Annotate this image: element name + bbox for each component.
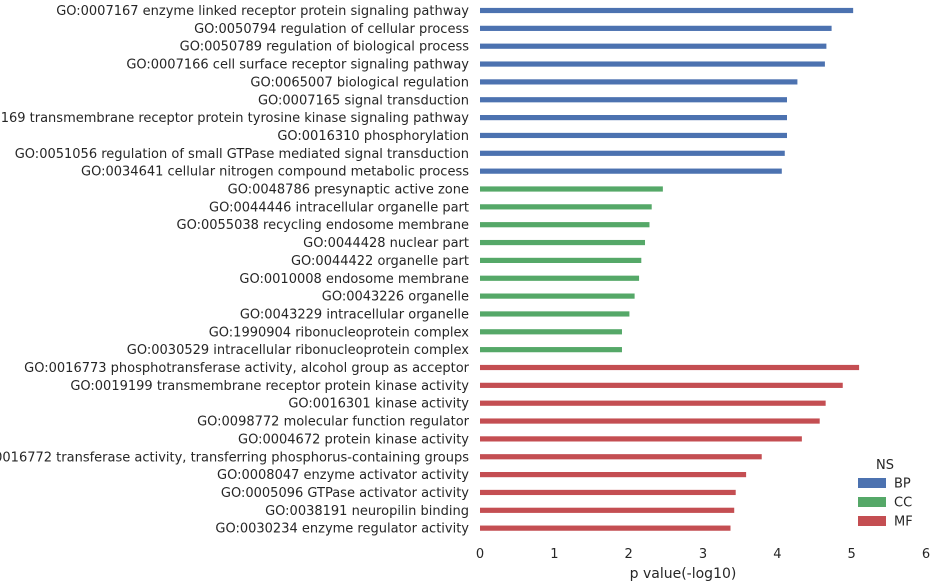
bar-mf [480, 400, 826, 406]
legend-swatch-mf [858, 516, 886, 526]
x-tick-label: 3 [699, 547, 707, 562]
bar-bp [480, 97, 787, 103]
bar-bp [480, 168, 782, 174]
legend-title: NS [876, 458, 894, 473]
category-label: GO:0038191 neuropilin binding [265, 504, 469, 519]
category-label: GO:0004672 protein kinase activity [238, 432, 469, 447]
x-axis: 0 1 2 3 4 5 6 [476, 547, 930, 562]
bar-bp [480, 7, 854, 14]
bars-layer [480, 7, 860, 531]
category-label: GO:0050789 regulation of biological proc… [180, 40, 470, 55]
category-label: GO:0051056 regulation of small GTPase me… [15, 147, 469, 162]
x-tick-label: 1 [550, 547, 558, 562]
category-labels-layer: GO:0007167 enzyme linked receptor protei… [0, 4, 470, 537]
bar-mf [480, 454, 762, 460]
category-label: GO:0043226 organelle [322, 290, 469, 305]
category-label: GO:0030529 intracellular ribonucleoprote… [127, 343, 470, 358]
category-label: GO:0034641 cellular nitrogen compound me… [81, 165, 469, 180]
category-label: GO:0043229 intracellular organelle [240, 307, 469, 322]
category-label: GO:0007166 cell surface receptor signali… [126, 58, 469, 73]
category-label: GO:0016310 phosphorylation [277, 129, 469, 144]
x-tick-label: 5 [848, 547, 856, 562]
category-label: GO:0016301 kinase activity [288, 397, 469, 412]
bar-mf [480, 489, 736, 496]
legend-label-mf: MF [894, 515, 913, 530]
category-label: GO:0007167 enzyme linked receptor protei… [56, 4, 469, 19]
bar-cc [480, 239, 646, 246]
category-label: GO:0065007 biological regulation [250, 75, 469, 90]
bar-mf [480, 364, 860, 371]
category-label: GO:0016772 transferase activity, transfe… [0, 450, 469, 465]
x-axis-label: p value(-log10) [630, 566, 737, 582]
bar-mf [480, 507, 735, 513]
category-label: GO:0044428 nuclear part [303, 236, 469, 251]
bar-cc [480, 222, 650, 228]
bar-bp [480, 79, 798, 85]
category-label: GO:0005096 GTPase activator activity [221, 486, 469, 501]
legend-swatch-bp [858, 478, 886, 488]
x-tick-label: 6 [922, 547, 930, 562]
category-label: GO:0019199 transmembrane receptor protei… [70, 379, 469, 394]
category-label: GO:0007169 transmembrane receptor protei… [0, 111, 469, 126]
bar-mf [480, 525, 731, 531]
bar-bp [480, 132, 787, 139]
category-label: GO:1990904 ribonucleoprotein complex [209, 325, 470, 340]
category-label: GO:0044446 intracellular organelle part [209, 200, 469, 215]
x-tick-label: 0 [476, 547, 484, 562]
category-label: GO:0008047 enzyme activator activity [217, 468, 469, 483]
category-label: GO:0030234 enzyme regulator activity [215, 522, 469, 537]
bar-mf [480, 472, 747, 478]
x-tick-label: 4 [773, 547, 781, 562]
bar-cc [480, 293, 635, 299]
x-tick-label: 2 [625, 547, 633, 562]
bar-bp [480, 150, 785, 156]
category-label: GO:0098772 molecular function regulator [197, 415, 470, 430]
bar-bp [480, 43, 827, 49]
legend-label-bp: BP [894, 477, 911, 492]
category-label: GO:0044422 organelle part [291, 254, 469, 269]
bar-cc [480, 257, 642, 263]
bar-mf [480, 382, 843, 388]
bar-cc [480, 204, 652, 210]
bar-bp [480, 115, 787, 121]
bar-cc [480, 275, 640, 281]
bar-cc [480, 347, 622, 353]
category-label: GO:0055038 recycling endosome membrane [177, 218, 469, 233]
legend-swatch-cc [858, 497, 886, 507]
bar-mf [480, 436, 802, 442]
legend-label-cc: CC [894, 496, 912, 511]
bar-mf [480, 418, 820, 424]
category-label: GO:0016773 phosphotransferase activity, … [24, 361, 469, 376]
category-label: GO:0048786 presynaptic active zone [228, 183, 469, 198]
category-label: GO:0007165 signal transduction [258, 93, 469, 108]
bar-cc [480, 311, 630, 317]
bar-cc [480, 186, 663, 192]
bar-cc [480, 329, 622, 335]
category-label: GO:0050794 regulation of cellular proces… [194, 22, 469, 37]
bar-bp [480, 25, 832, 31]
bar-bp [480, 61, 825, 67]
category-label: GO:0010008 endosome membrane [239, 272, 469, 287]
